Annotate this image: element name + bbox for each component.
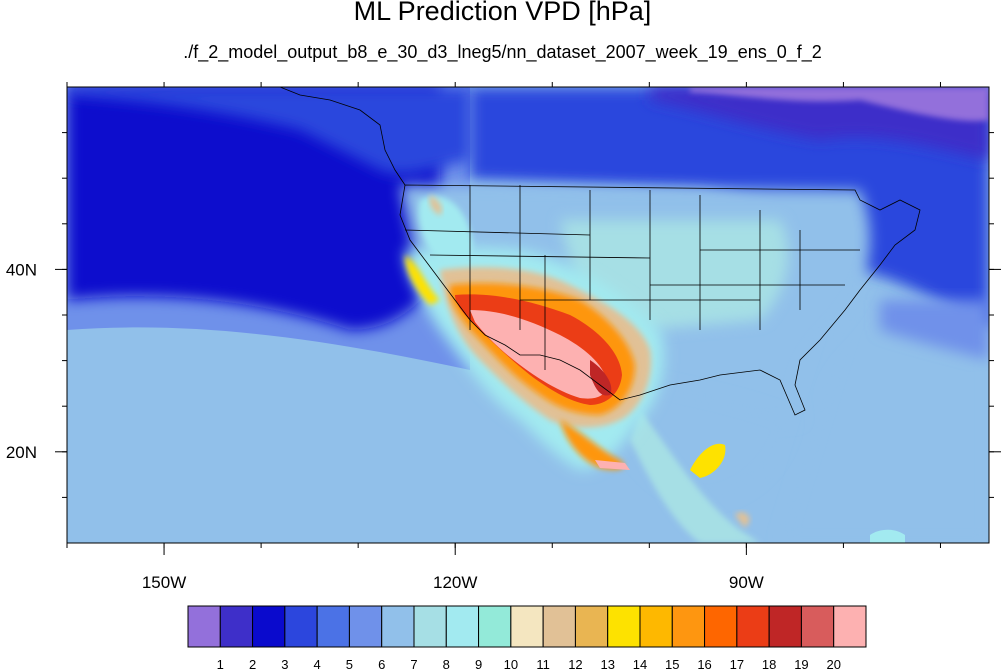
colorbar-swatch [478, 605, 512, 648]
map-subtitle: ./f_2_model_output_b8_e_30_d3_lneg5/nn_d… [183, 42, 822, 62]
colorbar-label: 15 [665, 657, 679, 672]
colorbar-swatch [671, 605, 706, 648]
vpd-field [67, 87, 989, 543]
colorbar-swatch [574, 605, 609, 648]
colorbar-swatch [639, 605, 673, 648]
colorbar-label: 20 [826, 657, 840, 672]
colorbar-label: 9 [475, 657, 482, 672]
colorbar-label: 16 [697, 657, 711, 672]
colorbar-label: 10 [504, 657, 518, 672]
colorbar-label: 6 [378, 657, 385, 672]
colorbar-swatch [381, 605, 415, 648]
lon-tick-label: 150W [142, 573, 186, 592]
colorbar-label: 14 [633, 657, 647, 672]
colorbar-label: 4 [314, 657, 321, 672]
colorbar-label: 8 [443, 657, 450, 672]
state-boundaries [279, 87, 921, 416]
colorbar-swatch [348, 605, 383, 648]
colorbar-label: 19 [794, 657, 808, 672]
colorbar-label: 12 [568, 657, 582, 672]
colorbar-swatch [768, 605, 802, 648]
map-axes: 150W 120W 90W 40N 20N [6, 82, 1001, 592]
colorbar-label: 7 [410, 657, 417, 672]
colorbar-label: 2 [249, 657, 256, 672]
lat-tick-label: 40N [6, 260, 37, 279]
colorbar-swatch [445, 605, 480, 648]
colorbar-label: 18 [762, 657, 776, 672]
colorbar-label: 13 [600, 657, 614, 672]
colorbar-swatch [316, 605, 350, 648]
colorbar-swatch [510, 605, 544, 648]
colorbar-swatch [704, 605, 738, 648]
colorbar-swatch [284, 605, 318, 648]
colorbar-swatch [219, 605, 254, 648]
lon-tick-label: 90W [729, 573, 764, 592]
colorbar-label: 5 [346, 657, 353, 672]
colorbar-swatch [833, 605, 867, 648]
colorbar-swatch [800, 605, 835, 648]
map-title: ML Prediction VPD [hPa] [353, 0, 652, 26]
colorbar-label: 17 [730, 657, 744, 672]
colorbar-label: 11 [536, 657, 550, 672]
colorbar-label: 1 [217, 657, 224, 672]
colorbar-swatch [187, 605, 221, 648]
lon-tick-label: 120W [433, 573, 477, 592]
lat-tick-label: 20N [6, 443, 37, 462]
colorbar-swatch [542, 605, 576, 648]
colorbar-swatch [736, 605, 770, 648]
colorbar-swatch [413, 605, 447, 648]
colorbar-swatch [252, 605, 286, 648]
colorbar: 1 2 3 4 5 6 7 8 9 10 11 12 13 14 15 16 17 18 19 20 [187, 605, 867, 672]
colorbar-swatch [607, 605, 641, 648]
colorbar-label: 3 [281, 657, 288, 672]
